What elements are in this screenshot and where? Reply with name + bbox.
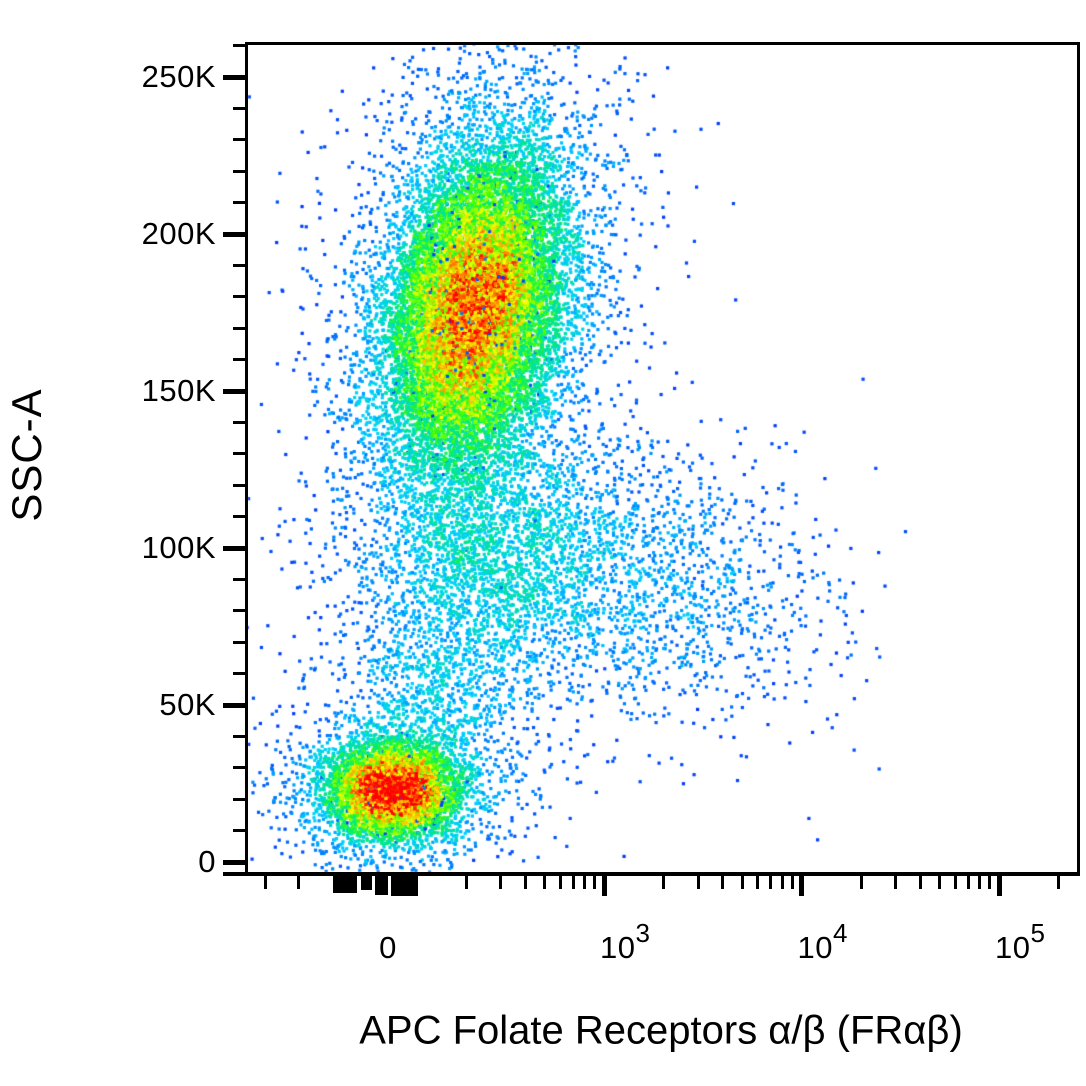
x-minor-tick	[781, 876, 784, 889]
x-minor-tick	[988, 876, 991, 889]
y-major-tick	[223, 232, 245, 237]
plot-frame	[245, 42, 1080, 875]
y-minor-tick	[233, 484, 245, 487]
y-minor-tick	[233, 44, 245, 47]
x-tick-label: 104	[797, 918, 848, 965]
x-minor-tick	[583, 876, 586, 889]
y-minor-tick	[233, 138, 245, 141]
y-minor-tick	[233, 672, 245, 675]
x-minor-tick	[954, 876, 957, 889]
y-minor-tick	[233, 829, 245, 832]
y-tick-label: 0	[198, 844, 216, 879]
y-minor-tick	[233, 735, 245, 738]
x-minor-tick	[769, 876, 772, 889]
x-minor-tick	[524, 876, 527, 889]
y-minor-tick	[233, 327, 245, 330]
y-tick-label: 50K	[159, 687, 216, 722]
y-minor-tick	[233, 201, 245, 204]
y-tick-label: 100K	[141, 530, 216, 565]
x-minor-tick	[919, 876, 922, 889]
y-minor-tick	[233, 515, 245, 518]
x-minor-tick	[756, 876, 759, 889]
y-minor-tick	[233, 264, 245, 267]
y-minor-tick	[233, 766, 245, 769]
x-major-tick	[997, 876, 1002, 896]
x-minor-tick	[697, 876, 700, 889]
x-axis-title: APC Folate Receptors α/β (FRαβ)	[359, 1008, 963, 1053]
x-minor-tick	[572, 876, 575, 889]
x-minor-tick	[721, 876, 724, 889]
x-minor-tick	[938, 876, 941, 889]
x-tick-label: 105	[995, 918, 1046, 965]
y-major-tick	[223, 860, 245, 865]
x-minor-tick	[543, 876, 546, 889]
y-tick-label: 150K	[141, 373, 216, 408]
y-minor-tick	[233, 578, 245, 581]
y-major-tick	[223, 703, 245, 708]
x-axis-line	[223, 872, 1080, 876]
x-compressed-region-ticks	[361, 876, 372, 890]
y-major-tick	[223, 546, 245, 551]
y-axis-title: SSC-A	[3, 388, 50, 522]
y-minor-tick	[233, 295, 245, 298]
x-minor-tick	[967, 876, 970, 889]
y-minor-tick	[233, 452, 245, 455]
x-minor-tick	[662, 876, 665, 889]
y-minor-tick	[233, 609, 245, 612]
x-minor-tick	[499, 876, 502, 889]
y-tick-label: 200K	[141, 216, 216, 251]
x-minor-tick	[791, 876, 794, 889]
x-minor-tick	[860, 876, 863, 889]
y-tick-label: 250K	[141, 59, 216, 94]
y-major-tick	[223, 389, 245, 394]
y-minor-tick	[233, 641, 245, 644]
x-major-tick	[799, 876, 804, 896]
y-major-tick	[223, 75, 245, 80]
y-minor-tick	[233, 107, 245, 110]
x-tick-label: 0	[379, 930, 397, 965]
x-minor-tick	[264, 876, 267, 889]
y-minor-tick	[233, 170, 245, 173]
x-minor-tick	[1057, 876, 1060, 889]
x-minor-tick	[465, 876, 468, 889]
y-minor-tick	[233, 358, 245, 361]
x-compressed-region-ticks	[375, 876, 388, 895]
x-compressed-region-ticks	[391, 876, 418, 896]
x-minor-tick	[978, 876, 981, 889]
y-minor-tick	[233, 798, 245, 801]
x-minor-tick	[894, 876, 897, 889]
x-minor-tick	[593, 876, 596, 889]
x-compressed-region-ticks	[333, 876, 357, 893]
x-minor-tick	[741, 876, 744, 889]
x-minor-tick	[297, 876, 300, 889]
x-tick-label: 103	[600, 918, 651, 965]
x-major-tick	[602, 876, 607, 896]
x-minor-tick	[559, 876, 562, 889]
y-minor-tick	[233, 421, 245, 424]
